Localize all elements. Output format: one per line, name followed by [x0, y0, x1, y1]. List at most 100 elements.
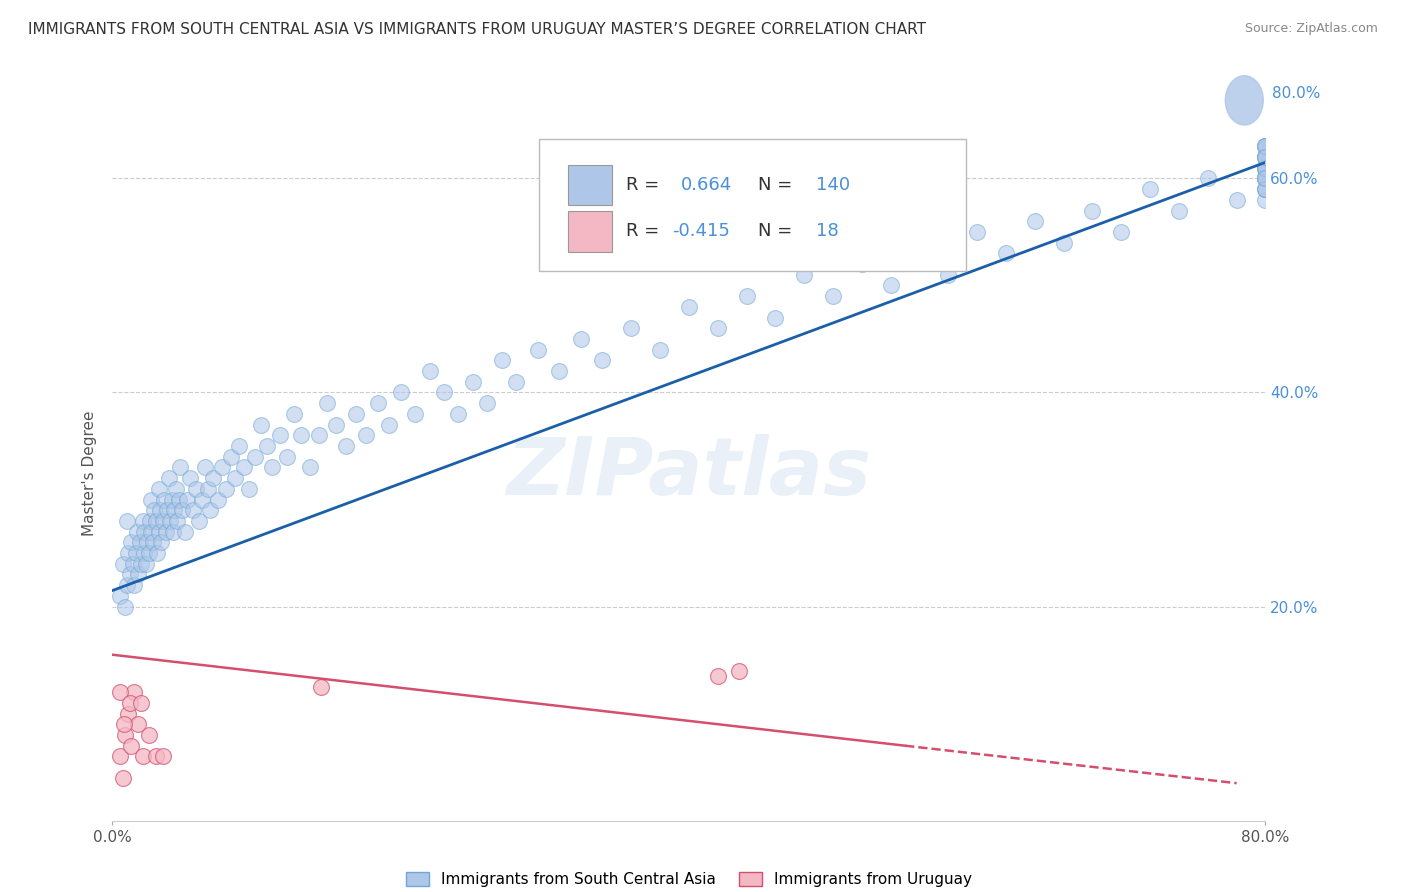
Point — [276, 450, 298, 464]
Point — [155, 524, 177, 539]
Point — [735, 289, 758, 303]
Point — [728, 664, 751, 678]
Point — [290, 428, 312, 442]
Point — [184, 482, 207, 496]
Text: Source: ZipAtlas.com: Source: ZipAtlas.com — [1244, 22, 1378, 36]
Legend: Immigrants from South Central Asia, Immigrants from Uruguay: Immigrants from South Central Asia, Immi… — [399, 866, 979, 892]
Point — [111, 557, 134, 571]
Point — [1254, 139, 1277, 153]
Point — [224, 471, 246, 485]
Point — [228, 439, 250, 453]
Point — [995, 246, 1018, 260]
Point — [1254, 150, 1277, 164]
Point — [1197, 171, 1219, 186]
Point — [176, 492, 198, 507]
Point — [142, 535, 165, 549]
Point — [170, 503, 193, 517]
Point — [308, 428, 330, 442]
Point — [1024, 214, 1046, 228]
Point — [936, 268, 959, 282]
Point — [173, 524, 195, 539]
Point — [157, 471, 180, 485]
Point — [311, 680, 333, 694]
Text: N =: N = — [758, 176, 799, 194]
Point — [118, 696, 141, 710]
Point — [135, 557, 157, 571]
Point — [1167, 203, 1189, 218]
Point — [678, 300, 700, 314]
Point — [114, 728, 136, 742]
Point — [238, 482, 260, 496]
Y-axis label: Master's Degree: Master's Degree — [82, 410, 97, 535]
Point — [706, 669, 728, 683]
Text: ZIPatlas: ZIPatlas — [506, 434, 872, 512]
Point — [122, 685, 145, 699]
Point — [181, 503, 204, 517]
Point — [1254, 150, 1277, 164]
Point — [880, 278, 903, 293]
Point — [505, 375, 527, 389]
Point — [165, 482, 187, 496]
Point — [1254, 150, 1277, 164]
Point — [134, 546, 156, 560]
Point — [1254, 161, 1277, 175]
Point — [122, 578, 145, 592]
Point — [269, 428, 291, 442]
Point — [316, 396, 339, 410]
Point — [354, 428, 377, 442]
Text: 0.664: 0.664 — [681, 176, 733, 194]
Point — [191, 492, 214, 507]
Point — [325, 417, 347, 432]
Point — [152, 514, 174, 528]
Point — [461, 375, 484, 389]
FancyBboxPatch shape — [538, 139, 966, 271]
Point — [1254, 161, 1277, 175]
Point — [117, 546, 139, 560]
Point — [1254, 139, 1277, 153]
Point — [1254, 150, 1277, 164]
Point — [821, 289, 844, 303]
Point — [447, 407, 470, 421]
Ellipse shape — [1225, 76, 1263, 125]
Point — [160, 492, 183, 507]
Point — [1254, 171, 1277, 186]
Point — [1254, 161, 1277, 175]
Point — [851, 257, 873, 271]
Point — [108, 749, 131, 764]
Point — [145, 749, 167, 764]
Point — [121, 557, 143, 571]
Point — [139, 514, 162, 528]
Point — [166, 514, 188, 528]
Point — [150, 535, 173, 549]
Point — [215, 482, 238, 496]
Point — [243, 450, 266, 464]
Text: N =: N = — [758, 222, 799, 240]
Point — [141, 492, 163, 507]
Point — [1254, 193, 1277, 207]
Point — [145, 514, 167, 528]
Point — [1254, 161, 1277, 175]
Text: 140: 140 — [815, 176, 849, 194]
Point — [136, 535, 159, 549]
Point — [115, 578, 138, 592]
Point — [197, 482, 219, 496]
Text: 80.0%: 80.0% — [1272, 87, 1320, 101]
Point — [262, 460, 284, 475]
Point — [1254, 161, 1277, 175]
Point — [433, 385, 456, 400]
Point — [115, 514, 138, 528]
Point — [117, 706, 139, 721]
Point — [120, 739, 142, 753]
Text: -0.415: -0.415 — [672, 222, 730, 240]
Point — [128, 535, 150, 549]
Text: R =: R = — [626, 222, 665, 240]
Point — [200, 503, 222, 517]
Point — [592, 353, 614, 368]
Point — [966, 225, 988, 239]
Point — [112, 717, 135, 731]
Point — [648, 343, 672, 357]
Point — [1254, 182, 1277, 196]
Point — [1254, 150, 1277, 164]
Point — [111, 771, 134, 785]
Point — [153, 492, 176, 507]
